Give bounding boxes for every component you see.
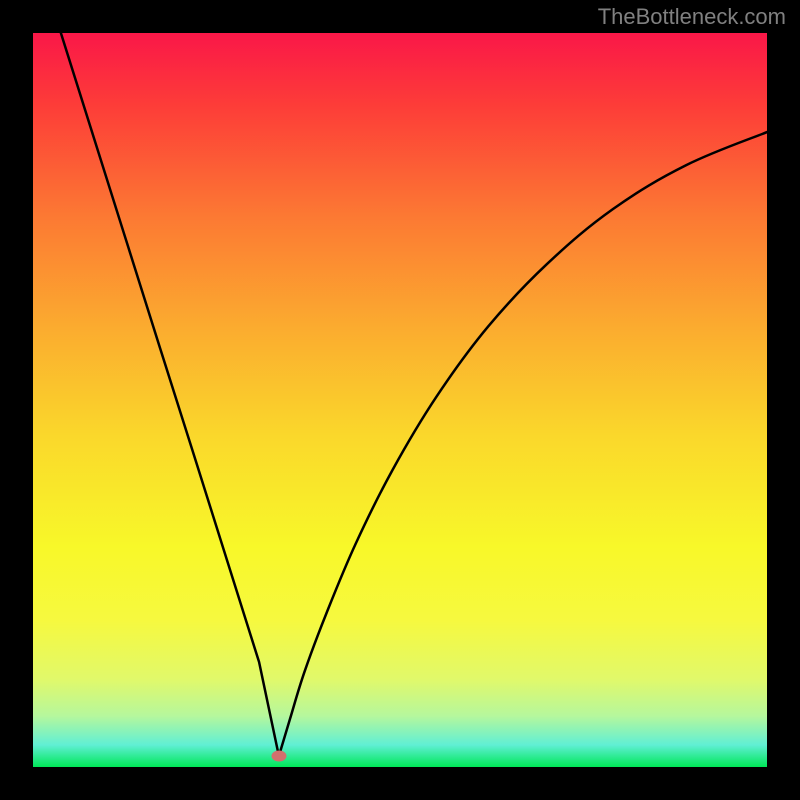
plot-area [33, 33, 767, 767]
watermark-text: TheBottleneck.com [598, 4, 786, 30]
minimum-marker [271, 750, 286, 761]
bottleneck-curve [33, 33, 767, 767]
